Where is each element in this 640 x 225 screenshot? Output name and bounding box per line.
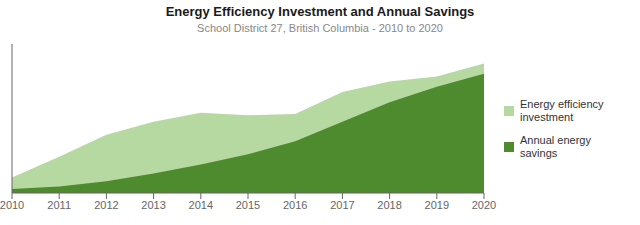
html-text:Energy Efficiency Investment a: Energy Efficiency Investment and Annual … xyxy=(165,4,475,19)
svg-text:2011: 2011 xyxy=(47,199,71,211)
html-text:School District 27, British Co: School District 27, British Columbia - 2… xyxy=(197,22,443,34)
svg-text:2016: 2016 xyxy=(283,199,307,211)
svg-text:2018: 2018 xyxy=(377,199,401,211)
svg-text:2019: 2019 xyxy=(425,199,449,211)
html-text:Energy efficiency investment: Energy efficiency investment xyxy=(520,97,604,123)
svg-text:2012: 2012 xyxy=(94,199,118,211)
svg-text:2014: 2014 xyxy=(189,199,213,211)
svg-text:2010: 2010 xyxy=(8,199,24,211)
svg-text:2013: 2013 xyxy=(141,199,165,211)
svg-text:2020: 2020 xyxy=(472,199,496,211)
html-text:Annual energy savings: Annual energy savings xyxy=(520,133,591,159)
svg-text:2017: 2017 xyxy=(330,199,354,211)
svg-text:2015: 2015 xyxy=(236,199,260,211)
